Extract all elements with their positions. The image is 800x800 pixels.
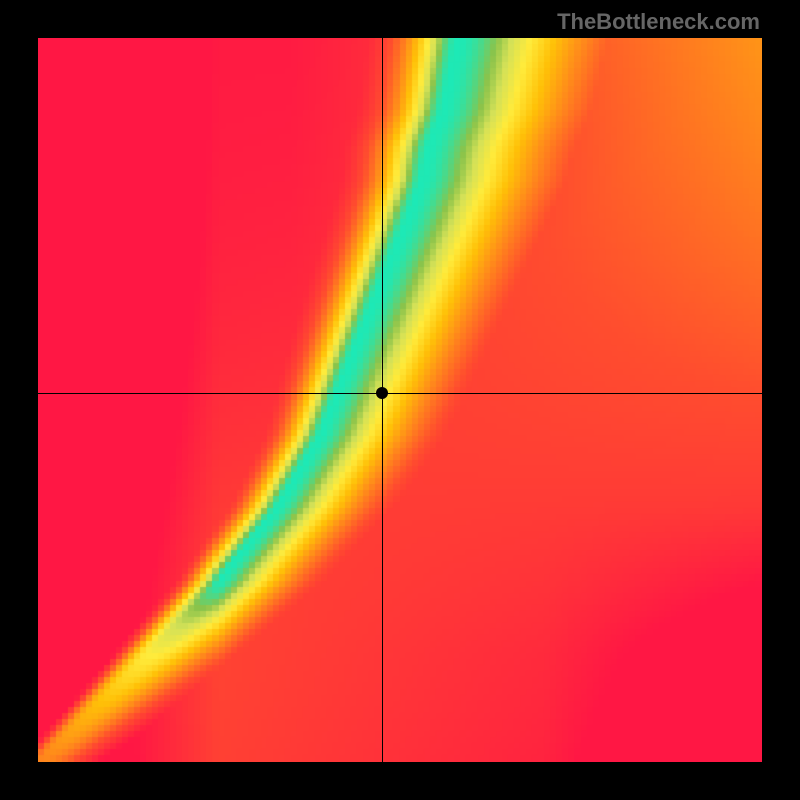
plot-area [38, 38, 762, 762]
crosshair-vertical [382, 38, 383, 762]
crosshair-marker[interactable] [376, 387, 388, 399]
heatmap-canvas [38, 38, 762, 762]
watermark-text: TheBottleneck.com [557, 9, 760, 35]
crosshair-horizontal [38, 393, 762, 394]
chart-frame: TheBottleneck.com [0, 0, 800, 800]
